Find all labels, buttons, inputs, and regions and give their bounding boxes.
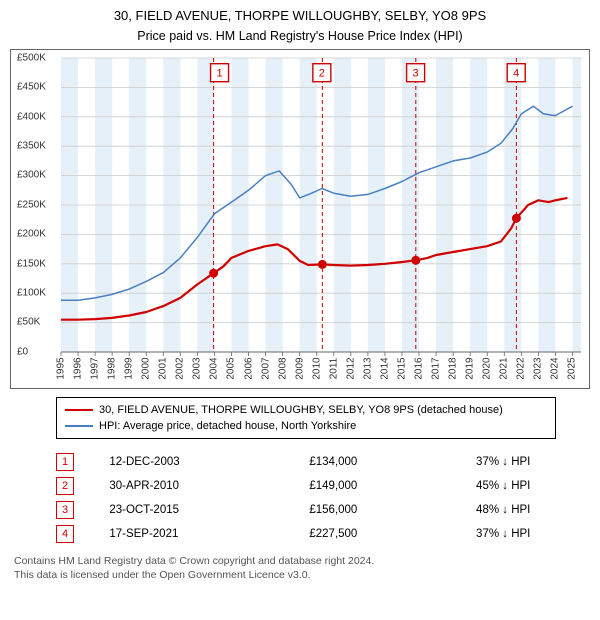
svg-text:4: 4 [513, 68, 519, 80]
x-tick-label: 2016 [414, 357, 425, 379]
chart-svg: 1 2 3 4 [61, 58, 581, 352]
legend-label-hpi: HPI: Average price, detached house, Nort… [99, 420, 356, 432]
sale-marker-box: 4 [56, 525, 74, 543]
x-tick-label: 2015 [396, 357, 407, 379]
x-tick-label: 1997 [90, 357, 101, 379]
x-tick-label: 2021 [499, 357, 510, 379]
x-tick-label: 2007 [260, 357, 271, 379]
sale-pct: 37% ↓ HPI [476, 525, 590, 543]
x-tick-label: 2022 [516, 357, 527, 379]
x-tick-label: 2018 [448, 357, 459, 379]
legend-label-property: 30, FIELD AVENUE, THORPE WILLOUGHBY, SEL… [99, 404, 503, 416]
x-tick-label: 2003 [192, 357, 203, 379]
legend-swatch-hpi [65, 425, 93, 427]
x-tick-label: 2020 [482, 357, 493, 379]
y-tick-label: £150K [17, 258, 61, 269]
svg-text:1: 1 [216, 68, 222, 80]
x-tick-label: 2012 [345, 357, 356, 379]
y-tick-label: £350K [17, 141, 61, 152]
sale-marker-box: 2 [56, 477, 74, 495]
sale-pct: 45% ↓ HPI [476, 477, 590, 495]
x-tick-label: 2002 [175, 357, 186, 379]
sale-marker-box: 3 [56, 501, 74, 519]
x-tick-label: 2000 [141, 357, 152, 379]
legend-item-property: 30, FIELD AVENUE, THORPE WILLOUGHBY, SEL… [65, 402, 547, 418]
y-tick-label: £300K [17, 170, 61, 181]
x-tick-label: 2024 [550, 357, 561, 379]
svg-text:3: 3 [413, 68, 419, 80]
x-tick-label: 2025 [567, 357, 578, 379]
footer: Contains HM Land Registry data © Crown c… [14, 555, 590, 582]
x-tick-label: 2013 [362, 357, 373, 379]
y-tick-label: £400K [17, 111, 61, 122]
down-arrow-icon: ↓ HPI [502, 528, 530, 540]
x-tick-label: 2010 [311, 357, 322, 379]
x-tick-label: 2017 [431, 357, 442, 379]
legend: 30, FIELD AVENUE, THORPE WILLOUGHBY, SEL… [56, 397, 556, 439]
sale-marker-box: 1 [56, 453, 74, 471]
x-tick-label: 1995 [56, 357, 67, 379]
sale-date: 30-APR-2010 [109, 477, 309, 495]
chart-plot-area: 1 2 3 4 [61, 58, 581, 352]
down-arrow-icon: ↓ HPI [502, 480, 530, 492]
sale-price: £149,000 [309, 477, 476, 495]
x-tick-label: 2011 [328, 358, 339, 380]
x-tick-label: 2006 [243, 357, 254, 379]
y-tick-label: £100K [17, 288, 61, 299]
x-tick-label: 1998 [107, 357, 118, 379]
sale-price: £227,500 [309, 525, 476, 543]
sale-date: 17-SEP-2021 [109, 525, 309, 543]
y-tick-label: £50K [17, 317, 61, 328]
x-tick-label: 2014 [379, 357, 390, 379]
sales-table: 112-DEC-2003£134,00037% ↓ HPI230-APR-201… [56, 447, 590, 549]
x-tick-label: 2005 [226, 357, 237, 379]
footer-line-2: This data is licensed under the Open Gov… [14, 569, 590, 583]
sales-row: 4 17-SEP-2021£227,50037% ↓ HPI [56, 525, 590, 543]
svg-text:2: 2 [319, 68, 325, 80]
chart-container: 30, FIELD AVENUE, THORPE WILLOUGHBY, SEL… [0, 0, 600, 620]
footer-line-1: Contains HM Land Registry data © Crown c… [14, 555, 590, 569]
sale-pct: 37% ↓ HPI [476, 453, 590, 471]
sales-row: 1 12-DEC-2003£134,00037% ↓ HPI [56, 453, 590, 471]
y-tick-label: £200K [17, 229, 61, 240]
x-tick-label: 2008 [277, 357, 288, 379]
sale-date: 12-DEC-2003 [109, 453, 309, 471]
x-tick-label: 1999 [124, 357, 135, 379]
title-line-1: 30, FIELD AVENUE, THORPE WILLOUGHBY, SEL… [10, 8, 590, 25]
x-tick-label: 2019 [465, 357, 476, 379]
x-tick-label: 2001 [158, 357, 169, 379]
down-arrow-icon: ↓ HPI [502, 456, 530, 468]
sale-date: 23-OCT-2015 [109, 501, 309, 519]
sales-row: 3 23-OCT-2015£156,00048% ↓ HPI [56, 501, 590, 519]
y-tick-label: £0 [17, 346, 61, 357]
x-tick-label: 1996 [73, 357, 84, 379]
x-tick-label: 2009 [294, 357, 305, 379]
y-tick-label: £450K [17, 82, 61, 93]
sale-price: £134,000 [309, 453, 476, 471]
sale-price: £156,000 [309, 501, 476, 519]
chart-frame: £0 £50K £100K £150K £200K £250K £300K £350K £400… [10, 49, 590, 389]
sale-pct: 48% ↓ HPI [476, 501, 590, 519]
x-tick-label: 2004 [209, 357, 220, 379]
legend-swatch-property [65, 409, 93, 411]
title-line-2: Price paid vs. HM Land Registry's House … [10, 29, 590, 43]
x-tick-label: 2023 [533, 357, 544, 379]
sales-row: 2 30-APR-2010£149,00045% ↓ HPI [56, 477, 590, 495]
y-tick-label: £250K [17, 199, 61, 210]
y-tick-label: £500K [17, 52, 61, 63]
legend-item-hpi: HPI: Average price, detached house, Nort… [65, 418, 547, 434]
down-arrow-icon: ↓ HPI [502, 504, 530, 516]
